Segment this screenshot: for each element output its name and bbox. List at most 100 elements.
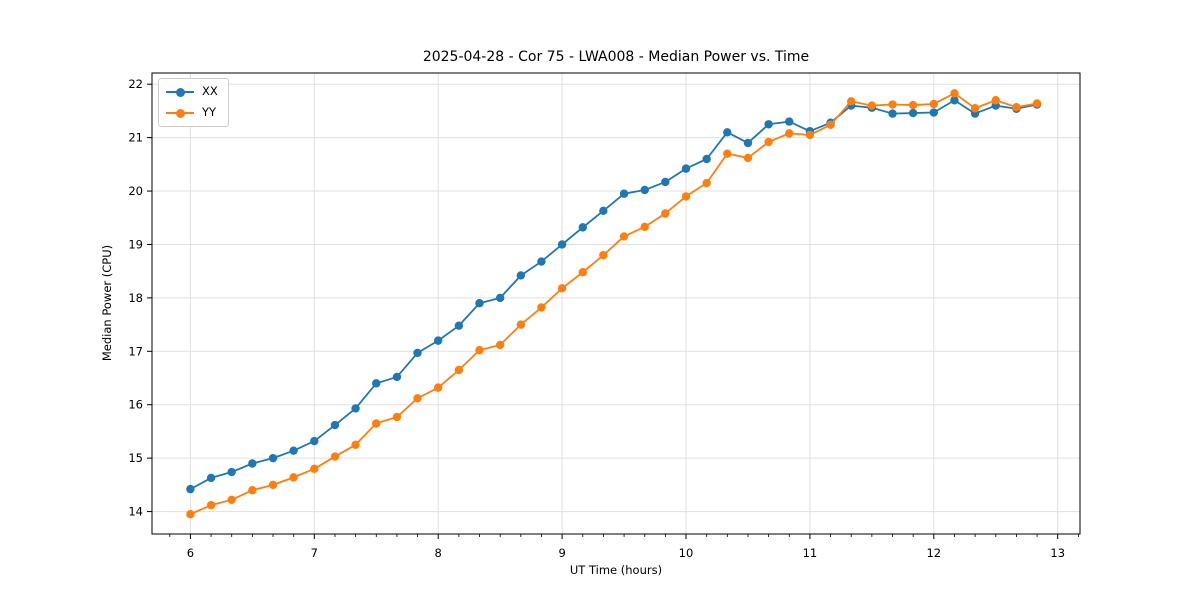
legend-item-yy: YY bbox=[166, 105, 218, 121]
data-point-xx bbox=[206, 473, 216, 483]
data-point-xx bbox=[743, 138, 753, 148]
data-point-xx bbox=[289, 446, 298, 455]
data-point-xx bbox=[619, 189, 629, 198]
data-point-yy bbox=[434, 383, 443, 392]
data-point-yy bbox=[248, 485, 257, 495]
x-tick-label: 12 bbox=[926, 546, 941, 560]
x-tick-label: 6 bbox=[187, 546, 194, 560]
y-tick-label: 15 bbox=[128, 451, 143, 465]
data-point-yy bbox=[413, 394, 422, 403]
data-point-yy bbox=[475, 346, 484, 355]
data-point-yy bbox=[186, 510, 195, 519]
legend-label-xx: XX bbox=[202, 84, 218, 99]
y-tick-label: 14 bbox=[128, 505, 143, 519]
y-tick-label: 18 bbox=[128, 291, 143, 305]
legend: XX YY bbox=[158, 78, 229, 127]
data-point-yy bbox=[516, 320, 526, 329]
series-line-yy bbox=[190, 92, 1038, 516]
data-point-yy bbox=[599, 250, 608, 260]
x-tick-label: 7 bbox=[311, 546, 318, 560]
data-point-xx bbox=[537, 257, 546, 266]
data-point-xx bbox=[248, 459, 257, 468]
x-tick-label: 9 bbox=[558, 546, 565, 560]
y-tick-label: 20 bbox=[128, 184, 143, 198]
legend-item-xx: XX bbox=[166, 84, 218, 100]
x-tick-label: 13 bbox=[1050, 546, 1065, 560]
data-point-yy bbox=[908, 100, 918, 110]
data-point-yy bbox=[206, 500, 216, 510]
series-line-xx bbox=[189, 99, 1038, 490]
data-point-yy bbox=[351, 440, 360, 449]
data-point-yy bbox=[310, 464, 319, 474]
data-point-yy bbox=[970, 104, 980, 113]
data-point-yy bbox=[929, 99, 938, 109]
data-point-xx bbox=[950, 96, 959, 105]
data-point-xx bbox=[186, 484, 195, 494]
data-point-yy bbox=[578, 268, 587, 277]
data-point-xx bbox=[908, 108, 918, 118]
data-point-xx bbox=[227, 467, 236, 477]
data-point-xx bbox=[392, 372, 402, 382]
data-point-yy bbox=[702, 178, 711, 188]
data-point-xx bbox=[599, 206, 608, 216]
data-point-xx bbox=[454, 321, 464, 330]
data-point-xx bbox=[310, 436, 319, 446]
data-point-yy bbox=[392, 412, 402, 422]
data-point-yy bbox=[330, 452, 340, 461]
data-point-xx bbox=[516, 271, 526, 280]
data-point-xx bbox=[475, 299, 484, 308]
data-point-xx bbox=[681, 164, 691, 173]
data-point-yy bbox=[723, 149, 732, 158]
data-point-xx bbox=[434, 336, 443, 345]
data-point-yy bbox=[661, 209, 670, 218]
data-point-yy bbox=[537, 303, 546, 312]
data-point-yy bbox=[826, 120, 835, 130]
data-point-xx bbox=[661, 177, 670, 187]
data-point-yy bbox=[289, 473, 298, 482]
data-point-yy bbox=[743, 153, 753, 163]
data-point-yy bbox=[268, 480, 278, 490]
data-point-xx bbox=[723, 128, 732, 137]
y-tick-label: 17 bbox=[128, 344, 143, 358]
y-tick-label: 22 bbox=[128, 77, 143, 91]
x-axis-label: UT Time (hours) bbox=[569, 563, 663, 577]
legend-line-marker-icon bbox=[166, 108, 194, 118]
data-point-yy bbox=[557, 284, 567, 293]
data-point-xx bbox=[330, 420, 340, 430]
chart-title: 2025-04-28 - Cor 75 - LWA008 - Median Po… bbox=[422, 49, 810, 65]
data-point-yy bbox=[846, 97, 856, 106]
data-point-xx bbox=[351, 404, 360, 413]
y-tick-label: 19 bbox=[128, 237, 143, 251]
data-point-xx bbox=[888, 109, 897, 118]
data-point-xx bbox=[372, 379, 381, 388]
data-point-yy bbox=[805, 130, 815, 140]
data-point-xx bbox=[495, 293, 505, 303]
data-point-xx bbox=[929, 108, 938, 117]
data-point-xx bbox=[702, 154, 711, 164]
legend-label-yy: YY bbox=[202, 105, 217, 120]
y-axis-label: Median Power (CPU) bbox=[100, 244, 114, 362]
data-point-yy bbox=[640, 222, 649, 232]
data-point-yy bbox=[888, 100, 897, 109]
data-point-xx bbox=[578, 223, 587, 232]
data-point-yy bbox=[1012, 102, 1021, 112]
data-point-yy bbox=[454, 365, 464, 375]
data-point-xx bbox=[785, 117, 794, 126]
data-point-yy bbox=[991, 96, 1000, 105]
x-tick-label: 10 bbox=[679, 546, 694, 560]
data-point-yy bbox=[495, 340, 505, 350]
data-point-xx bbox=[764, 120, 773, 129]
plot-border bbox=[151, 72, 1081, 535]
data-point-yy bbox=[681, 192, 691, 201]
data-point-yy bbox=[785, 129, 794, 138]
x-tick-label: 11 bbox=[803, 546, 818, 560]
data-point-yy bbox=[619, 232, 629, 241]
y-tick-label: 21 bbox=[128, 131, 143, 145]
legend-line-marker-icon bbox=[166, 87, 194, 97]
data-point-yy bbox=[867, 101, 877, 110]
data-point-yy bbox=[1032, 99, 1042, 108]
data-point-xx bbox=[413, 348, 422, 358]
y-tick-label: 16 bbox=[128, 398, 143, 412]
